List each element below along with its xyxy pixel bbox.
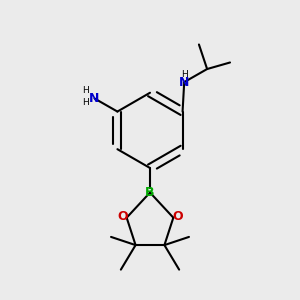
Text: H: H — [82, 98, 89, 107]
Text: O: O — [117, 209, 128, 223]
Text: B: B — [145, 186, 155, 199]
Text: O: O — [172, 209, 183, 223]
Text: H: H — [82, 86, 89, 95]
Text: N: N — [89, 92, 100, 105]
Text: H: H — [181, 70, 188, 80]
Text: N: N — [179, 76, 189, 88]
